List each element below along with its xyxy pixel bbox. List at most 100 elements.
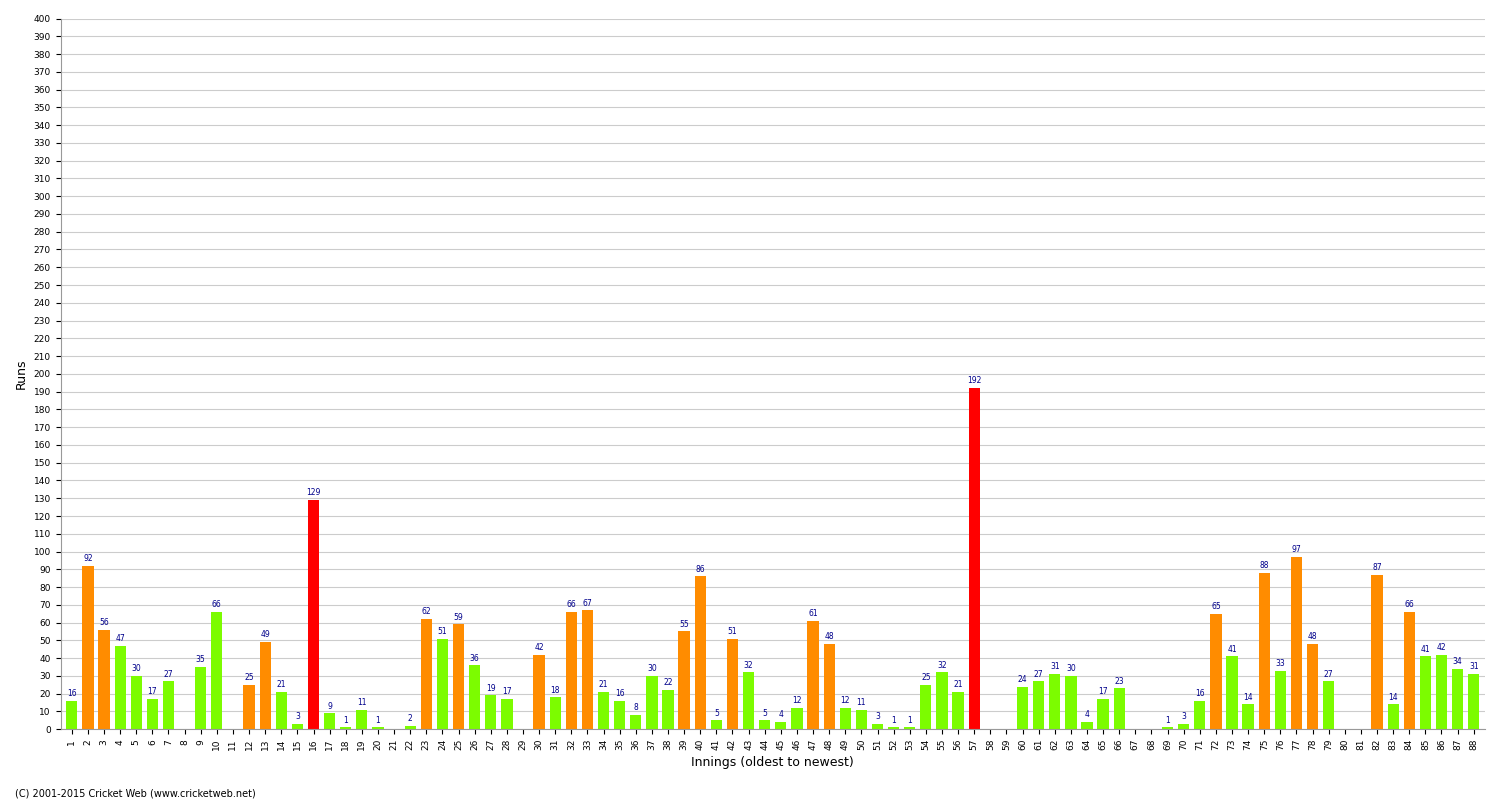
Bar [501,699,513,730]
Bar [1113,688,1125,730]
Bar [792,708,802,730]
Bar [1323,682,1335,730]
Bar [678,631,690,730]
Text: 17: 17 [503,687,512,696]
Text: 88: 88 [1260,561,1269,570]
Text: 2: 2 [408,714,413,723]
Text: 11: 11 [856,698,865,707]
Text: 27: 27 [1324,670,1334,678]
Text: 5: 5 [714,709,718,718]
Bar [936,672,948,730]
Bar [292,724,303,730]
Text: 16: 16 [1196,689,1204,698]
Bar [871,724,883,730]
Text: 24: 24 [1017,675,1028,684]
Bar [1210,614,1221,730]
Text: 66: 66 [567,600,576,610]
Text: 1: 1 [1166,716,1170,725]
Text: 21: 21 [954,680,963,690]
Y-axis label: Runs: Runs [15,358,28,389]
Bar [1371,574,1383,730]
Bar [646,676,657,730]
Bar [888,727,900,730]
Bar [1162,727,1173,730]
Text: (C) 2001-2015 Cricket Web (www.cricketweb.net): (C) 2001-2015 Cricket Web (www.cricketwe… [15,788,255,798]
Text: 3: 3 [874,712,880,722]
Bar [1034,682,1044,730]
Text: 31: 31 [1050,662,1059,671]
Bar [598,692,609,730]
Text: 61: 61 [808,609,818,618]
Bar [549,698,561,730]
Bar [436,638,448,730]
Text: 47: 47 [116,634,124,643]
Bar [1419,656,1431,730]
Bar [711,720,722,730]
Bar [1292,557,1302,730]
Bar [969,388,980,730]
Text: 16: 16 [615,689,624,698]
Bar [566,612,578,730]
Bar [147,699,158,730]
Text: 97: 97 [1292,546,1302,554]
Text: 56: 56 [99,618,109,627]
Text: 34: 34 [1452,657,1462,666]
Text: 22: 22 [663,678,674,687]
Bar [728,638,738,730]
Text: 41: 41 [1420,645,1430,654]
Bar [630,715,642,730]
Text: 12: 12 [792,696,801,706]
Text: 30: 30 [132,664,141,674]
Bar [1194,701,1206,730]
Text: 8: 8 [633,703,638,712]
Bar [1065,676,1077,730]
Bar [1178,724,1190,730]
Bar [534,654,544,730]
Text: 42: 42 [534,643,544,652]
Text: 14: 14 [1389,693,1398,702]
Bar [1227,656,1238,730]
Bar [614,701,626,730]
Text: 5: 5 [762,709,766,718]
Text: 87: 87 [1372,563,1382,572]
Text: 16: 16 [68,689,76,698]
Bar [1468,674,1479,730]
Text: 36: 36 [470,654,480,662]
Bar [276,692,286,730]
Bar [114,646,126,730]
X-axis label: Innings (oldest to newest): Innings (oldest to newest) [692,756,853,769]
Text: 31: 31 [1468,662,1479,671]
Text: 67: 67 [582,598,592,607]
Bar [694,577,706,730]
Text: 49: 49 [261,630,270,639]
Text: 59: 59 [453,613,464,622]
Text: 21: 21 [598,680,609,690]
Text: 42: 42 [1437,643,1446,652]
Text: 4: 4 [778,710,783,719]
Text: 3: 3 [296,712,300,722]
Text: 23: 23 [1114,677,1124,686]
Text: 1: 1 [375,716,381,725]
Text: 17: 17 [1098,687,1108,696]
Bar [1452,669,1462,730]
Bar [164,682,174,730]
Bar [420,619,432,730]
Bar [582,610,592,730]
Text: 19: 19 [486,684,495,693]
Text: 27: 27 [164,670,174,678]
Bar [195,667,207,730]
Bar [356,710,368,730]
Bar [1242,704,1254,730]
Text: 66: 66 [1404,600,1414,610]
Text: 33: 33 [1275,659,1286,668]
Bar [324,714,336,730]
Text: 12: 12 [840,696,850,706]
Text: 30: 30 [1066,664,1076,674]
Text: 65: 65 [1210,602,1221,611]
Text: 35: 35 [196,655,206,664]
Bar [840,708,850,730]
Text: 66: 66 [211,600,222,610]
Text: 62: 62 [422,607,430,616]
Bar [807,621,819,730]
Bar [742,672,754,730]
